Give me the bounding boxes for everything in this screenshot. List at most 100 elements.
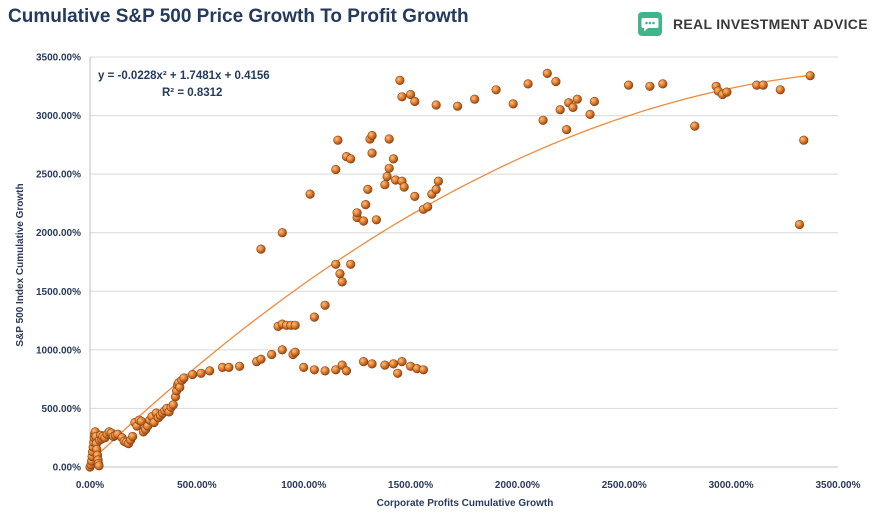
data-point [388,154,399,164]
data-point [305,189,315,199]
data-point [341,366,352,376]
data-point [395,75,405,85]
data-point [290,347,300,357]
gridlines [90,56,838,409]
data-point [352,208,362,218]
data-point [410,191,420,201]
data-point [361,200,371,210]
data-point [320,300,330,310]
data-point [256,244,266,254]
x-tick-label: 3000.00% [709,480,754,491]
x-tick-label: 3500.00% [815,480,860,491]
data-point [128,431,138,442]
data-point [290,320,300,330]
data-point [309,312,320,322]
y-tick-label: 2000.00% [36,228,81,239]
chart-title: Cumulative S&P 500 Price Growth To Profi… [8,6,469,27]
x-tick-labels: 0.00% 500.00% 1000.00% 1500.00% 2000.00% 2500… [76,480,861,491]
data-point [299,362,309,373]
data-point [367,359,377,369]
data-point [658,79,668,89]
data-point [397,357,407,367]
data-point [399,182,409,192]
data-point [309,365,320,375]
data-point [331,365,341,375]
data-point [393,368,403,378]
data-point [346,154,356,164]
data-point [277,228,287,238]
data-point [794,219,805,230]
data-point [380,180,390,190]
data-points [85,68,815,472]
y-tick-label: 1000.00% [36,345,81,356]
data-point [418,365,429,375]
data-point [359,216,369,226]
data-point [508,99,518,109]
data-point [758,80,768,90]
y-tick-label: 1500.00% [36,287,81,298]
y-tick-label: 500.00% [42,404,82,415]
r-squared-label: R² = 0.8312 [162,87,222,99]
trendline [89,74,813,463]
data-point [538,115,548,125]
y-tick-label: 2500.00% [36,170,81,181]
data-point [433,176,444,186]
data-point [168,400,178,410]
data-point [367,130,377,141]
data-point [382,171,392,182]
data-point [799,135,809,145]
data-point [335,269,345,279]
data-point [453,101,463,111]
data-point [384,134,394,144]
data-point [331,164,341,175]
data-point [397,92,407,102]
data-point [585,109,595,119]
data-point [179,373,189,383]
data-point [359,357,369,367]
axes [89,57,838,468]
data-point [196,368,206,378]
data-point [320,366,330,376]
x-tick-label: 500.00% [177,480,217,491]
data-point [235,361,245,371]
y-tick-labels: 0.00% 500.00% 1000.00% 1500.00% 2000.00% 2500… [36,53,81,474]
x-tick-label: 2500.00% [602,480,647,491]
data-point [431,184,441,194]
data-point [384,163,394,173]
chat-bubble-icon [638,12,662,36]
data-point [256,354,266,364]
data-point [805,71,815,81]
x-tick-label: 2000.00% [495,480,540,491]
data-point [431,100,441,110]
data-point [722,87,732,97]
data-point [523,79,533,89]
data-point [561,125,572,135]
data-point [572,94,582,104]
data-point [406,89,416,100]
x-tick-label: 1000.00% [281,480,326,491]
data-point [337,277,347,287]
data-point [423,202,433,212]
brand-logo: REAL INVESTMENT ADVICE [637,11,868,37]
data-point [568,102,578,112]
data-point [224,362,234,373]
data-point [470,94,480,104]
data-point [491,85,501,95]
x-axis-label: Corporate Profits Cumulative Growth [377,498,554,509]
data-point [205,366,215,376]
data-point [690,121,700,131]
data-point [277,345,287,355]
y-tick-label: 3000.00% [36,111,81,122]
y-tick-label: 3500.00% [36,53,81,64]
y-axis-label: S&P 500 Index Cumulative Growth [15,183,26,346]
data-point [775,85,785,95]
data-point [551,76,561,87]
trendline-equation: y = -0.0228x² + 1.7481x + 0.4156 [98,70,270,82]
data-point [380,360,390,370]
y-tick-label: 0.00% [53,463,81,474]
data-point [371,215,382,225]
data-point [367,148,377,158]
data-point [267,349,277,360]
data-point [542,68,552,78]
x-tick-label: 0.00% [76,480,104,491]
